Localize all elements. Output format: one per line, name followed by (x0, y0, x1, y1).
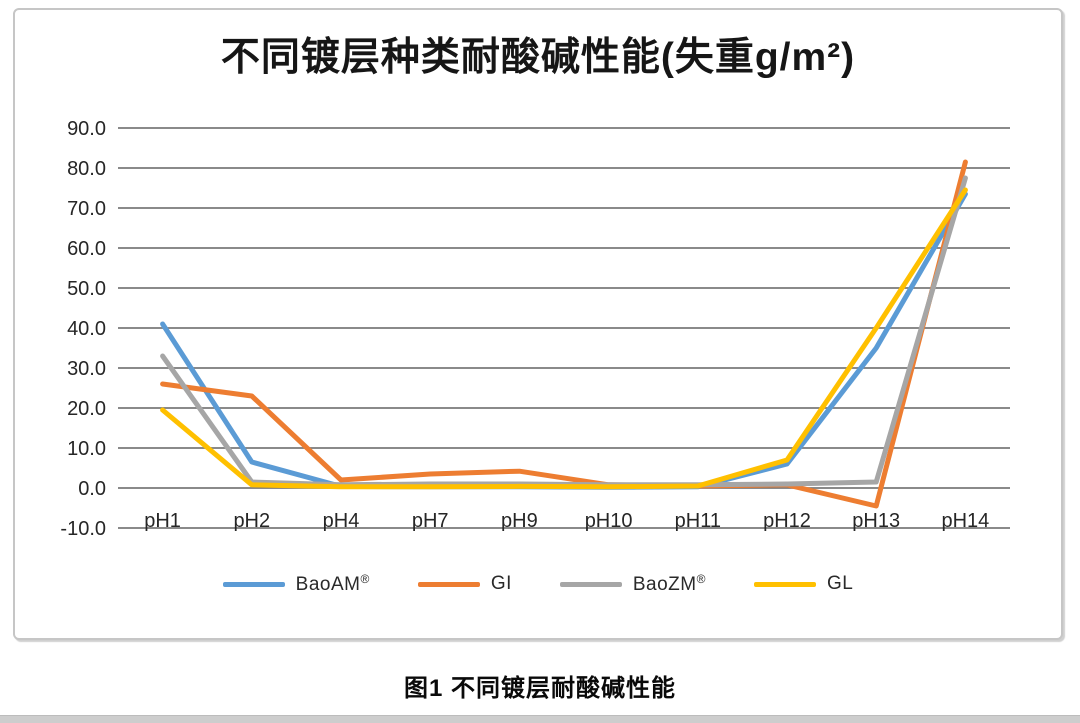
legend-item-gi: GI (417, 573, 512, 595)
x-tick-label: pH9 (501, 510, 538, 532)
y-tick-label: 80.0 (67, 158, 106, 180)
series-line-gl (160, 187, 968, 490)
legend-label: BaoAM® (295, 572, 370, 595)
bottom-divider (0, 715, 1080, 723)
legend-label: BaoZM® (632, 572, 706, 595)
x-tick-label: pH13 (852, 510, 900, 532)
y-tick-label: 10.0 (67, 438, 106, 460)
chart-title: 不同镀层种类耐酸碱性能(失重g/m²) (220, 36, 856, 79)
figure-caption: 图1 不同镀层耐酸碱性能 (403, 675, 676, 702)
y-tick-label: -10.0 (60, 518, 106, 540)
series-line-gi (160, 159, 968, 509)
registered-trademark-symbol: ® (360, 572, 370, 586)
legend-label: GL (826, 573, 854, 594)
y-tick-label: 0.0 (78, 478, 106, 500)
chart-container: 90.0 80.0 70.0 60.0 50.0 40.0 30.0 20.0 10.0 0.0 -… (13, 8, 1063, 640)
x-tick-label: pH1 (144, 510, 181, 532)
y-tick-label: 70.0 (67, 198, 106, 220)
legend-item-gl: GL (753, 573, 854, 595)
x-tick-label: pH2 (233, 510, 270, 532)
legend-swatch-gl (753, 581, 816, 587)
y-tick-label: 40.0 (67, 318, 106, 340)
x-tick-label: pH14 (941, 510, 989, 532)
x-tick-label: pH12 (763, 510, 811, 532)
x-tick-label: pH7 (412, 510, 449, 532)
registered-trademark-symbol: ® (696, 572, 706, 586)
legend-swatch-baozm (559, 581, 622, 587)
legend-item-baozm: BaoZM® (559, 572, 706, 596)
x-tick-label: pH4 (323, 510, 360, 532)
y-tick-label: 90.0 (67, 118, 106, 140)
y-tick-label: 60.0 (67, 238, 106, 260)
y-tick-label: 20.0 (67, 398, 106, 420)
chart-plot-area: 90.0 80.0 70.0 60.0 50.0 40.0 30.0 20.0 10.0 0.0 -… (60, 118, 1010, 540)
legend-swatch-gi (417, 581, 480, 587)
series-line-baozm (160, 175, 968, 488)
x-tick-label: pH10 (585, 510, 633, 532)
series-line-baoam (160, 191, 968, 490)
x-tick-label: pH11 (675, 510, 721, 532)
legend-label: GI (490, 573, 512, 594)
legend-item-baoam: BaoAM® (222, 572, 370, 596)
legend-swatch-baoam (222, 581, 285, 587)
chart-legend: BaoAM® GI BaoZM® GL (15, 572, 1061, 596)
y-tick-label: 50.0 (67, 278, 106, 300)
y-tick-label: 30.0 (67, 358, 106, 380)
